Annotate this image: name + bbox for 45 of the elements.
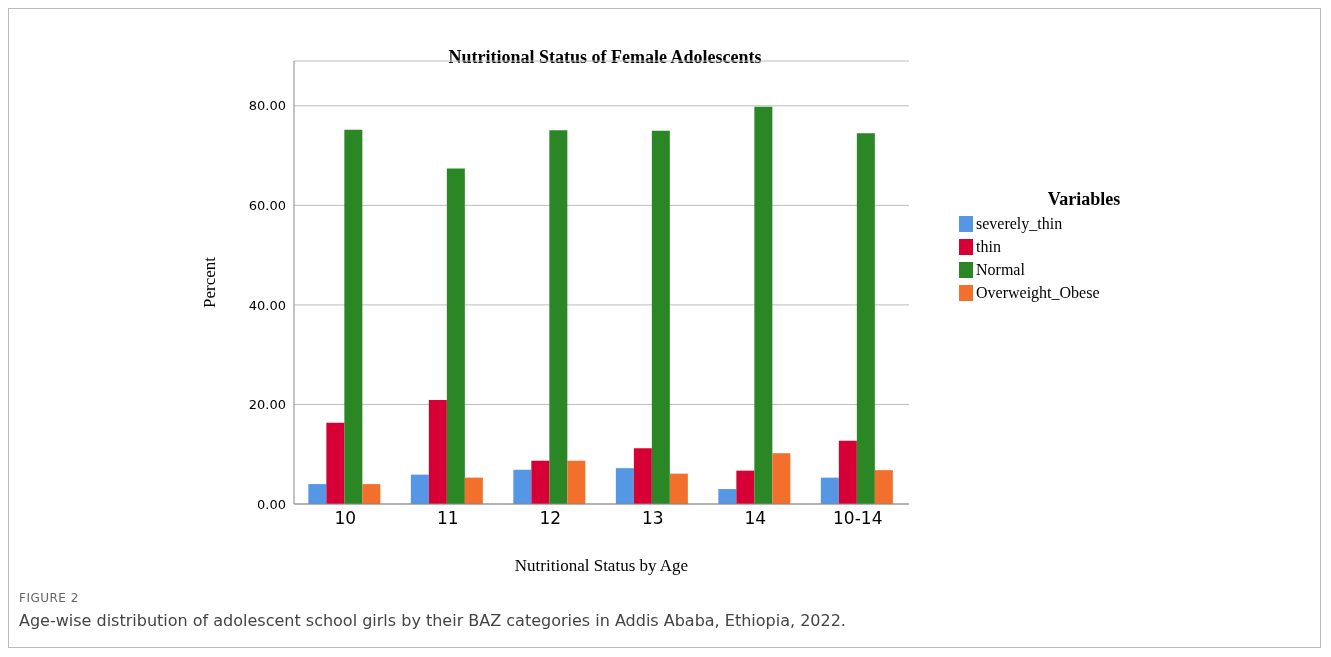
- legend-label: Overweight_Obese: [976, 283, 1100, 302]
- bar: [362, 484, 381, 504]
- bar: [615, 468, 634, 504]
- bar: [410, 474, 429, 504]
- legend-label: Normal: [976, 260, 1025, 279]
- x-tick-label: 11: [436, 508, 459, 529]
- bar: [549, 130, 568, 504]
- bar: [531, 460, 550, 504]
- x-tick-label: 10: [334, 508, 357, 529]
- bar: [344, 129, 363, 504]
- legend-label: thin: [976, 237, 1001, 256]
- bar: [856, 133, 875, 504]
- chart-title: Nutritional Status of Female Adolescents: [447, 47, 763, 68]
- x-axis-title: Nutritional Status by Age: [514, 556, 689, 575]
- caption: FIGURE 2: [19, 591, 79, 605]
- x-tick-label: 10-14: [833, 508, 883, 529]
- bar: [651, 130, 670, 504]
- bar: [718, 489, 737, 504]
- y-tick-label: 20.00: [248, 397, 286, 413]
- bar: [308, 484, 327, 504]
- bar: [428, 399, 447, 504]
- bar: [838, 440, 857, 504]
- y-axis-title: Percent: [200, 256, 220, 308]
- bar: [326, 422, 345, 504]
- bar: [754, 106, 773, 504]
- x-tick-label: 13: [641, 508, 664, 529]
- y-tick-label: 0.00: [257, 496, 286, 512]
- bar: [633, 448, 652, 504]
- bar: [464, 477, 483, 504]
- legend-title: Variables: [1046, 189, 1122, 210]
- bar: [820, 477, 839, 504]
- bar: [446, 168, 465, 504]
- y-tick-label: 40.00: [248, 297, 286, 313]
- bar: [669, 473, 688, 504]
- text: Age-wise distribution of adolescent school girls by their BAZ categories in Addis Ababa, Ethiopia, 2022.: [19, 611, 846, 630]
- legend-label: severely_thin: [976, 214, 1063, 233]
- bar: [567, 460, 586, 504]
- y-tick-label: 80.00: [248, 98, 286, 114]
- bar: [513, 469, 532, 504]
- bar: [874, 470, 893, 504]
- x-tick-label: 12: [539, 508, 562, 529]
- bar: [772, 453, 791, 504]
- bar: [736, 470, 755, 504]
- y-tick-label: 60.00: [248, 197, 286, 213]
- x-tick-label: 14: [744, 508, 767, 529]
